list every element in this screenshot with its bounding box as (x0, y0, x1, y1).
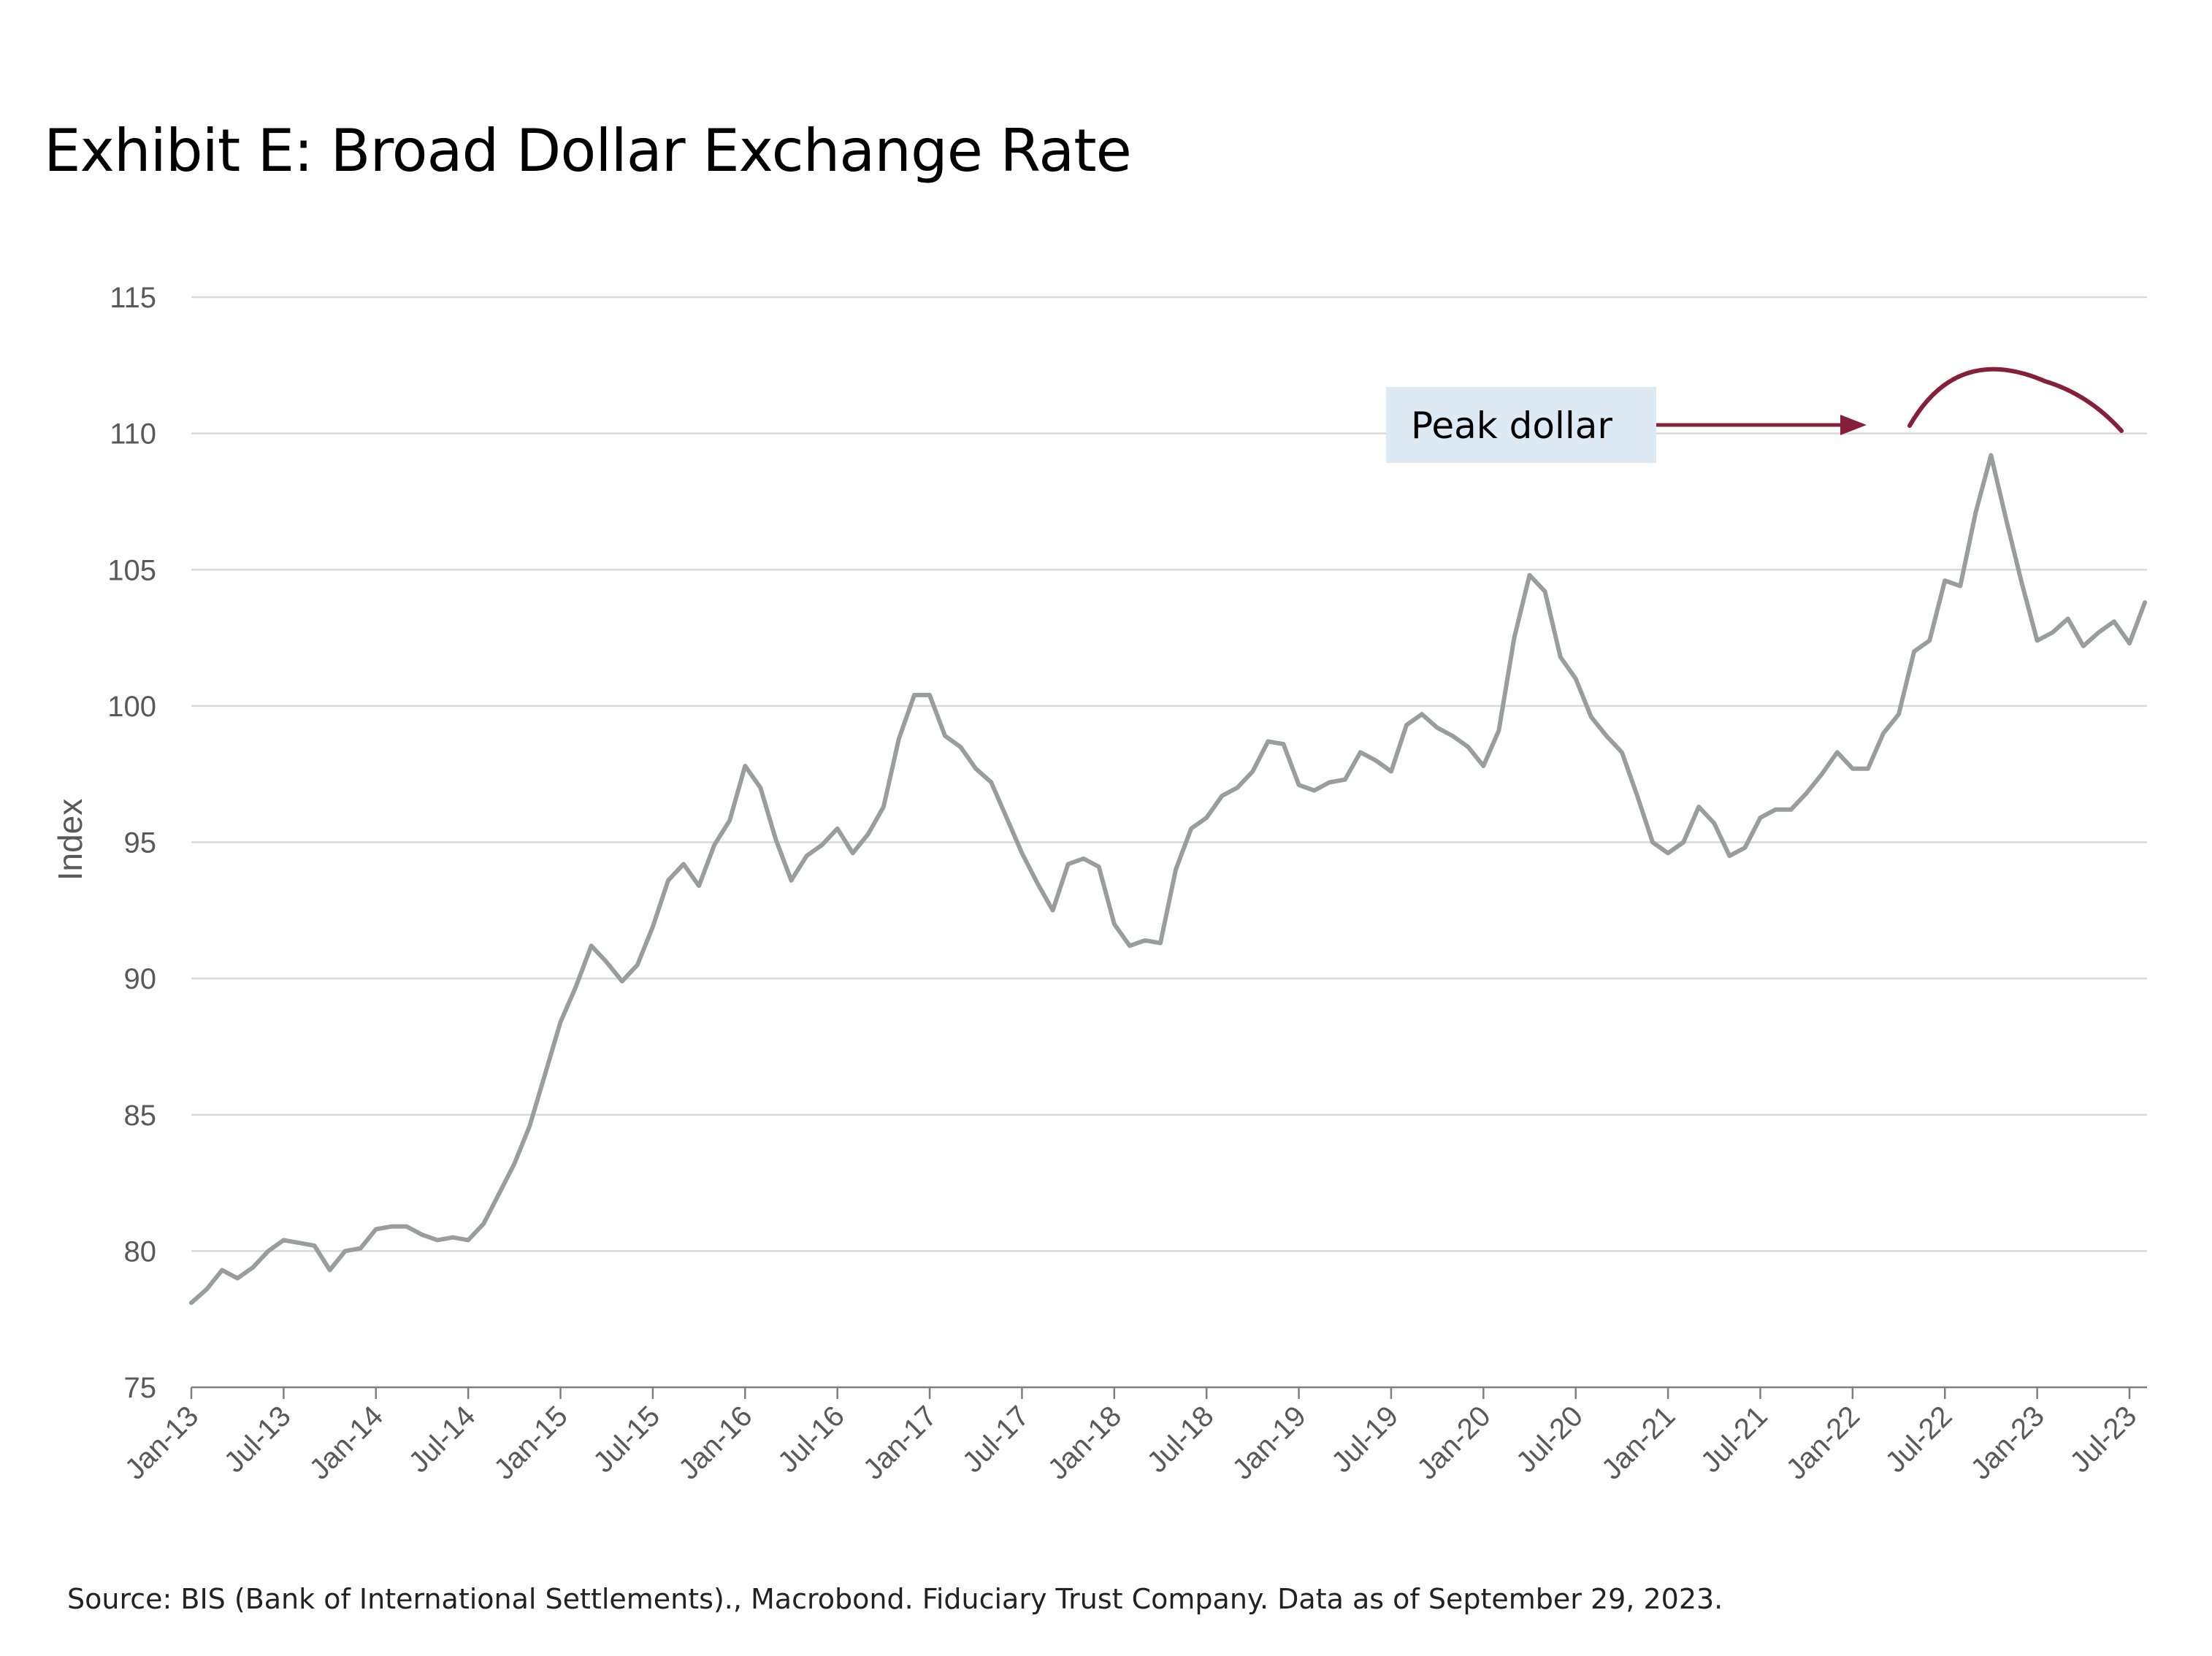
chart-title: Exhibit E: Broad Dollar Exchange Rate (44, 117, 1132, 185)
x-tick-label: Jan-22 (1780, 1400, 1867, 1486)
y-tick-label: 95 (124, 827, 157, 859)
callout-label: Peak dollar (1411, 405, 1612, 447)
peak-arc (1907, 367, 2124, 433)
gridlines (191, 296, 2147, 1252)
source-note: Source: BIS (Bank of International Settl… (67, 1583, 1723, 1615)
series-line (189, 453, 2148, 1306)
x-tick-label: Jan-23 (1964, 1400, 2051, 1486)
x-tick-label: Jul-19 (1325, 1400, 1404, 1479)
y-axis-label: Index (51, 799, 89, 881)
series (189, 453, 2148, 1306)
x-tick-label: Jul-14 (402, 1400, 481, 1479)
peak-dollar-annotation: Peak dollar (1386, 367, 2124, 463)
x-tick-label: Jul-22 (1879, 1400, 1958, 1479)
x-tick-label: Jul-15 (587, 1400, 666, 1479)
x-tick-label: Jan-16 (673, 1400, 759, 1486)
y-tick-labels: 75 80 85 90 95 100 105 110 115 (107, 282, 156, 1404)
x-tick-label: Jul-21 (1695, 1400, 1774, 1479)
callout-box (1386, 387, 1656, 463)
x-tick-label: Jan-20 (1411, 1400, 1497, 1486)
x-tick-label: Jan-19 (1226, 1400, 1312, 1486)
x-tick-label: Jul-23 (2064, 1400, 2143, 1479)
y-tick-label: 110 (110, 418, 156, 451)
x-tick-label: Jul-20 (1510, 1400, 1589, 1479)
y-tick-label: 90 (124, 963, 157, 995)
x-tick-labels: Jan-13 Jul-13 Jan-14 Jul-14 Jan-15 Jul-15 Jan-… (119, 1400, 2143, 1486)
x-tick-label: Jul-13 (218, 1400, 297, 1479)
x-tick-label: Jul-17 (957, 1400, 1036, 1479)
x-tick-label: Jan-14 (304, 1400, 390, 1486)
x-tick-label: Jan-17 (857, 1400, 944, 1486)
axes (190, 1386, 2147, 1399)
y-tick-label: 115 (110, 282, 156, 314)
callout-arrowhead (1840, 415, 1867, 435)
y-tick-label: 105 (107, 554, 156, 586)
x-tick-label: Jul-16 (772, 1400, 851, 1479)
y-tick-label: 85 (124, 1100, 157, 1132)
x-tick-label: Jul-18 (1141, 1400, 1220, 1479)
y-tick-label: 100 (107, 691, 156, 723)
x-tick-label: Jan-21 (1596, 1400, 1682, 1486)
y-tick-label: 80 (124, 1235, 157, 1268)
x-tick-label: Jan-18 (1042, 1400, 1128, 1486)
x-tick-label: Jan-13 (119, 1400, 205, 1486)
x-tick-label: Jan-15 (488, 1400, 574, 1486)
y-tick-label: 75 (124, 1372, 157, 1404)
